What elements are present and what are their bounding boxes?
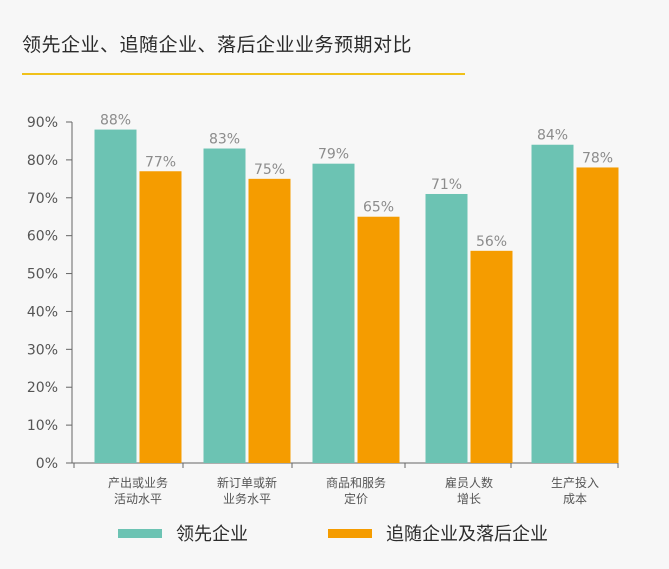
data-label: 83% [209,132,240,148]
legend: 领先企业 追随企业及落后企业 [0,518,669,548]
x-category-label: 定价 [344,491,368,506]
bar-leading [94,129,137,464]
y-tick-label: 90% [27,115,58,131]
y-tick-label: 70% [27,191,58,207]
data-label: 78% [582,150,613,166]
bar-leading [203,148,246,463]
x-category-label: 产出或业务 [108,475,168,490]
bar-leading [531,144,574,463]
legend-swatch-following [328,528,372,538]
legend-item-leading: 领先企业 [118,518,248,548]
y-tick-label: 20% [27,380,58,396]
data-label: 56% [476,234,507,250]
y-tick-label: 50% [27,267,58,283]
data-label: 79% [318,147,349,163]
data-label: 65% [363,200,394,216]
data-label: 71% [431,177,462,193]
bar-leading [425,193,468,463]
y-tick-label: 0% [36,456,58,472]
legend-label-leading: 领先企业 [176,524,248,545]
bar-following [139,171,182,463]
x-category-label: 活动水平 [114,492,162,506]
chart-title: 领先企业、追随企业、落后企业业务预期对比 [22,34,413,56]
y-tick-label: 30% [27,342,58,358]
data-label: 88% [100,113,131,129]
legend-swatch-leading [118,528,162,538]
bar-following [248,178,291,464]
bar-following [357,216,400,463]
bar-chart: 0% 10% 20% 30% 40% 50% 60% 70% 80% 90% 88% 77% 产出或业务… [27,113,619,506]
y-tick-label: 10% [27,418,58,434]
y-tick-label: 40% [27,304,58,320]
legend-label-following: 追随企业及落后企业 [386,524,548,545]
bar-following [576,167,619,463]
x-category-label: 新订单或新 [217,475,277,490]
x-category-label: 雇员人数 [445,475,493,490]
x-category-label: 商品和服务 [326,475,386,490]
title-underline [22,73,465,75]
y-tick-label: 60% [27,229,58,245]
x-category-label: 成本 [563,492,587,506]
data-label: 84% [537,128,568,144]
bar-following [470,250,513,463]
x-category-label: 生产投入 [551,475,599,490]
x-category-label: 增长 [457,492,481,506]
bar-leading [312,163,355,463]
data-label: 75% [254,162,285,178]
y-tick-label: 80% [27,153,58,169]
data-label: 77% [145,154,176,170]
legend-item-following: 追随企业及落后企业 [328,518,548,548]
x-category-label: 业务水平 [223,491,271,506]
